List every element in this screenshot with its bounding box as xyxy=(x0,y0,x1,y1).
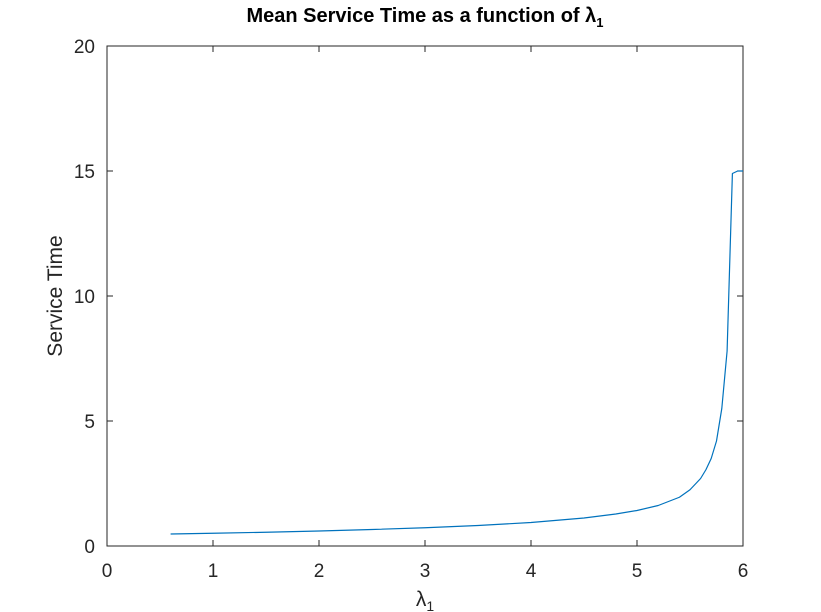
y-tick-label: 20 xyxy=(74,37,95,58)
chart-title-main: Mean Service Time as a function of λ xyxy=(247,5,597,27)
y-tick-label: 5 xyxy=(84,412,95,433)
x-axis-ticks: 0 1 2 3 4 5 6 xyxy=(102,46,749,582)
y-axis-label: Service Time xyxy=(44,235,67,356)
x-tick-label: 6 xyxy=(738,561,749,582)
x-tick-label: 3 xyxy=(420,561,431,582)
x-tick-label: 0 xyxy=(102,561,113,582)
x-tick-label: 4 xyxy=(526,561,537,582)
y-tick-label: 15 xyxy=(74,162,95,183)
y-tick-label: 10 xyxy=(74,287,95,308)
chart-title: Mean Service Time as a function of λ1 xyxy=(247,5,604,30)
x-tick-label: 1 xyxy=(208,561,219,582)
plot-area xyxy=(106,45,744,547)
x-tick-label: 2 xyxy=(314,561,325,582)
y-axis-ticks: 0 5 10 15 20 xyxy=(74,37,743,558)
chart-title-subscript: 1 xyxy=(596,15,603,30)
series-line xyxy=(170,170,743,535)
x-axis-label-main: λ xyxy=(416,588,427,611)
x-axis-label: λ1 xyxy=(416,588,435,612)
y-tick-label: 0 xyxy=(84,537,95,558)
x-tick-label: 5 xyxy=(632,561,643,582)
x-axis-label-subscript: 1 xyxy=(426,598,434,612)
